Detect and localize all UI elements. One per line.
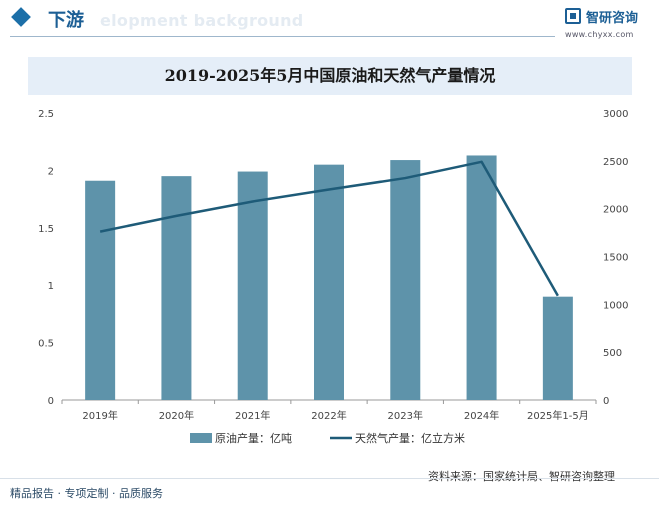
y-left-tick-label: 1.5 [38,224,54,235]
chart-svg: 0 0.5 1 1.5 2 2.5 0 500 1000 1500 2000 2500 3000 2019… [38,109,628,445]
legend-label-crude-oil: 原油产量：亿吨 [215,431,292,445]
logo-icon [565,8,581,24]
x-tick-label: 2024年 [464,409,499,422]
page-footer: 精品报告 · 专项定制 · 品质服务 [0,478,659,505]
bar [314,164,344,400]
page-header: 下游 elopment background 智研咨询 www.chyxx.co… [0,0,659,40]
legend-swatch-crude-oil [190,433,212,443]
y-right-tick-label: 1000 [603,300,628,311]
x-tick-label: 2021年 [235,409,270,422]
x-tick-label: 2019年 [82,409,117,422]
diamond-icon [11,7,31,27]
header-divider [10,36,555,37]
y-right-tick-label: 2500 [603,157,628,168]
gas-output-line [99,160,559,297]
y-right-tick-label: 500 [603,348,622,359]
x-tick-label: 2023年 [388,409,423,422]
footer-slogan: 精品报告 · 专项定制 · 品质服务 [10,487,163,500]
y-left-tick-label: 2 [48,166,54,177]
y-left-tick-label: 1 [48,281,54,292]
logo-url: www.chyxx.com [565,30,634,39]
section-title: 下游 [48,10,84,31]
chart-title: 2019-2025年5月中国原油和天然气产量情况 [164,66,496,85]
y-left-tick-label: 0.5 [38,339,54,350]
y-left-tick-label: 2.5 [38,109,54,120]
source-note: 资料来源：国家统计局、智研咨询整理 [428,470,615,483]
y-right-tick-label: 1500 [603,253,628,264]
chart-title-bar: 2019-2025年5月中国原油和天然气产量情况 [28,57,632,95]
bar [237,171,268,400]
bar [542,296,573,400]
bar [466,155,497,400]
background-watermark-text: elopment background [100,11,304,30]
y-right-tick-label: 2000 [603,205,628,216]
logo-text: 智研咨询 [586,11,639,26]
x-tick-label: 2020年 [159,409,194,422]
bar [390,160,421,400]
bar [161,176,192,400]
x-tick-label: 2025年1-5月 [527,409,589,422]
y-right-tick-label: 0 [603,396,609,407]
bar [85,180,116,400]
y-left-tick-label: 0 [48,396,54,407]
x-tick-label: 2022年 [311,409,346,422]
legend-label-natural-gas: 天然气产量：亿立方米 [355,431,465,445]
y-right-tick-label: 3000 [603,109,628,120]
